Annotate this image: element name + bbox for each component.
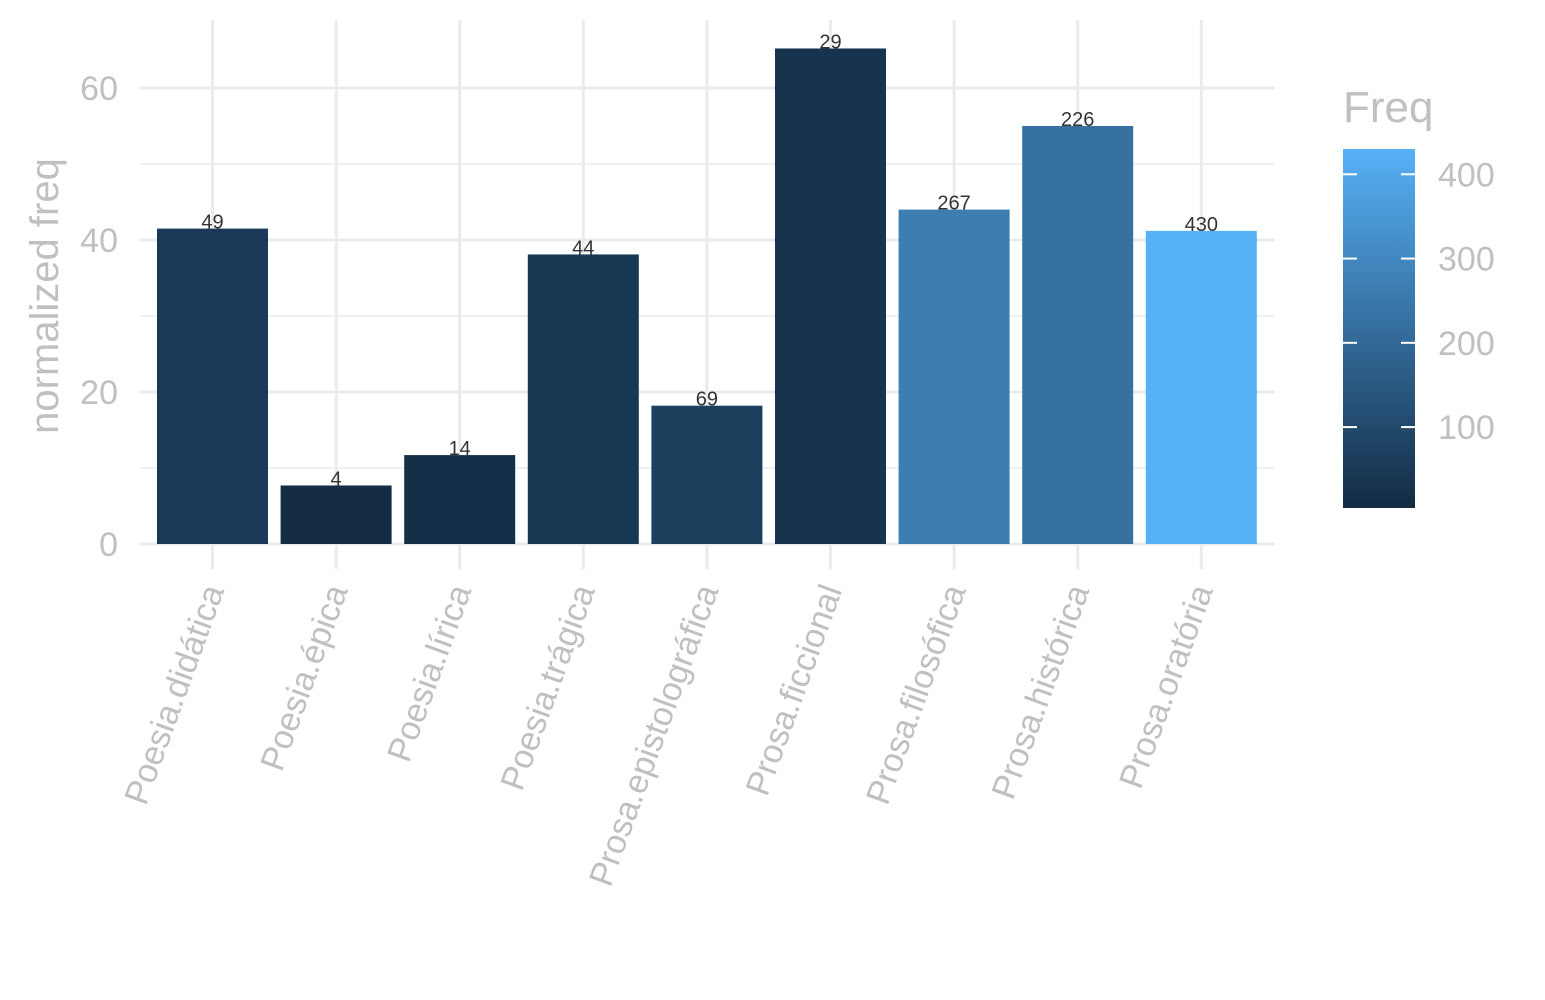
bar bbox=[651, 405, 763, 544]
bar-data-label: 29 bbox=[819, 31, 841, 53]
bar-data-label: 267 bbox=[937, 193, 970, 215]
legend-colorbar bbox=[1343, 149, 1415, 508]
bar bbox=[157, 228, 268, 544]
legend-title: Freq bbox=[1343, 83, 1433, 132]
x-tick-label: Poesia.épica bbox=[253, 580, 355, 776]
bar-data-label: 226 bbox=[1061, 109, 1094, 131]
y-tick-label: 40 bbox=[80, 222, 118, 260]
bar-data-label: 14 bbox=[449, 438, 471, 460]
bar bbox=[404, 455, 516, 544]
bar-data-label: 44 bbox=[572, 237, 594, 259]
x-tick-label: Prosa.epistolográfica bbox=[582, 580, 726, 891]
x-tick-label: Poesia.trágica bbox=[493, 580, 602, 796]
legend-tick-label: 200 bbox=[1438, 325, 1495, 363]
bar-data-label: 430 bbox=[1185, 214, 1218, 236]
x-axis-ticks: Poesia.didática Poesia.épica Poesia.lírica… bbox=[117, 580, 1220, 891]
x-tick-label: Poesia.didática bbox=[117, 580, 232, 810]
y-tick-label: 0 bbox=[99, 526, 118, 564]
bar bbox=[527, 254, 639, 544]
bar bbox=[1145, 230, 1257, 544]
x-tick-label: Poesia.lírica bbox=[380, 580, 479, 767]
bar bbox=[898, 209, 1010, 544]
bar-labels: 49 4 14 44 69 29 267 226 430 bbox=[201, 31, 1218, 490]
bar bbox=[775, 48, 886, 544]
legend-tick-label: 400 bbox=[1438, 156, 1495, 194]
legend: Freq 100 200 300 400 bbox=[1343, 83, 1495, 508]
x-tick-label: Prosa.histórica bbox=[985, 580, 1098, 804]
y-axis-title: normalized freq bbox=[23, 158, 67, 434]
bar-data-label: 69 bbox=[696, 389, 718, 411]
legend-tick-label: 100 bbox=[1438, 409, 1495, 447]
y-tick-label: 60 bbox=[80, 70, 118, 108]
bar-data-label: 49 bbox=[201, 212, 223, 234]
bar-data-label: 4 bbox=[331, 468, 342, 490]
x-tick-label: Prosa.ficcional bbox=[739, 580, 850, 801]
legend-tick-label: 300 bbox=[1438, 241, 1495, 279]
x-tick-label: Prosa.filosófica bbox=[859, 580, 974, 810]
bar bbox=[1022, 126, 1134, 544]
y-axis-ticks: 0 20 40 60 bbox=[80, 70, 118, 564]
bar bbox=[280, 485, 392, 544]
x-tick-label: Prosa.oratória bbox=[1112, 580, 1221, 794]
bars bbox=[157, 48, 1257, 544]
y-tick-label: 20 bbox=[80, 374, 118, 412]
